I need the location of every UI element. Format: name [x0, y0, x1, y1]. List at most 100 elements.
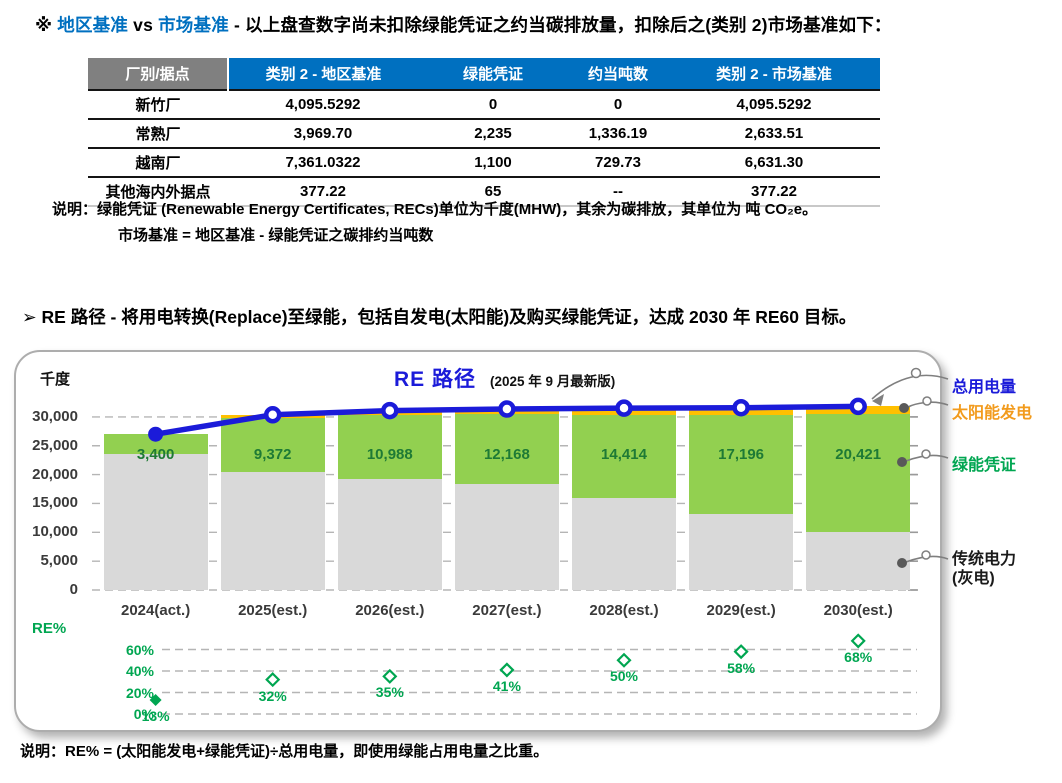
- table-row: 常熟厂 3,969.70 2,235 1,336.19 2,633.51: [88, 118, 880, 148]
- bar-value-label: 14,414: [601, 446, 647, 463]
- line-marker: [381, 401, 399, 420]
- y-axis-tick-label: 25,000: [32, 436, 78, 454]
- re-percent-marker: [616, 652, 632, 668]
- value-cell: 4,095.5292: [668, 89, 880, 119]
- category-label: 2030(est.): [823, 602, 893, 619]
- line-marker: [263, 406, 282, 424]
- title-term-region-baseline: 地区基准: [57, 15, 129, 35]
- col-header-site: 厂别/据点: [88, 58, 229, 90]
- y-axis-tick-label: 30,000: [32, 407, 78, 425]
- bar-segment-gray-power: [572, 497, 676, 590]
- line-marker: [148, 426, 164, 442]
- re-axis-tick-label: 20%: [125, 684, 154, 701]
- y-axis-unit-label: 千度: [40, 371, 71, 388]
- title-term-market-baseline: 市场基准: [158, 15, 229, 35]
- bar-segment-gray-power: [103, 453, 208, 590]
- re-percent-marker: [149, 694, 162, 707]
- re-percent-axis-title: RE%: [32, 620, 67, 637]
- title-rest: - 以上盘查数字尚未扣除绿能凭证之约当碳排放量，扣除后之(类别 2)市场基准如下…: [228, 15, 892, 35]
- bar-segment-gray-power: [220, 471, 325, 590]
- site-name-cell: 越南厂: [88, 147, 228, 177]
- re-percent-marker: [850, 633, 866, 649]
- table-row: 其他海内外据点 377.22 65 -- 377.22: [88, 176, 880, 207]
- table-header-row: 厂别/据点 类别 2 - 地区基准 绿能凭证 约当吨数 类别 2 - 市场基准: [88, 58, 880, 90]
- line-marker: [615, 399, 633, 417]
- value-cell: --: [568, 176, 668, 207]
- line-marker: [732, 398, 750, 417]
- page-title: ※ 地区基准 vs 市场基准 - 以上盘查数字尚未扣除绿能凭证之约当碳排放量，扣…: [35, 12, 892, 37]
- site-name-cell: 新竹厂: [88, 89, 228, 119]
- value-cell: 1,336.19: [568, 118, 668, 148]
- site-name-cell: 常熟厂: [88, 118, 228, 148]
- bar-segment-green-certs: [337, 415, 442, 479]
- title-vs: vs: [128, 15, 159, 35]
- col-header-market-baseline: 类别 2 - 市场基准: [668, 58, 880, 90]
- re-axis-tick-label: 40%: [125, 663, 154, 679]
- category-label: 2026(est.): [355, 602, 425, 619]
- y-axis-tick-label: 15,000: [32, 494, 78, 512]
- legend-traditional-power-line1: 传统电力: [952, 551, 1017, 568]
- value-cell: 0: [418, 89, 568, 119]
- category-label: 2024(act.): [120, 602, 191, 619]
- re-percent-value-label: 50%: [609, 668, 639, 685]
- legend-traditional-power: 传统电力 (灰电): [952, 550, 1016, 588]
- value-cell: 65: [418, 176, 568, 207]
- bar-value-label: 10,988: [366, 446, 413, 463]
- chart-note: 说明：RE% = (太阳能发电+绿能凭证)÷总用电量，即使用绿能占用电量之比重。: [20, 743, 549, 760]
- value-cell: 7,361.0322: [228, 147, 418, 177]
- bar-segment-green-certs: [689, 414, 794, 514]
- re-percent-value-label: 35%: [375, 684, 404, 701]
- baseline-table: 厂别/据点 类别 2 - 地区基准 绿能凭证 约当吨数 类别 2 - 市场基准 …: [88, 58, 880, 207]
- category-label: 2027(est.): [472, 602, 542, 619]
- value-cell: 6,631.30: [668, 147, 880, 177]
- col-header-recs: 绿能凭证: [418, 58, 568, 90]
- chart-subtitle: (2025 年 9 月最新版): [490, 374, 616, 389]
- bar-segment-gray-power: [689, 513, 794, 590]
- table-note-1: 说明：绿能凭证 (Renewable Energy Certificates, …: [52, 201, 818, 218]
- re-percent-value-label: 13%: [141, 708, 170, 725]
- bar-segment-green-certs: [454, 414, 559, 485]
- bar-segment-green-certs: [806, 413, 911, 532]
- re-percent-marker: [733, 644, 749, 660]
- col-header-region-baseline: 类别 2 - 地区基准: [228, 58, 418, 90]
- bar-value-label: 20,421: [835, 446, 882, 463]
- value-cell: 4,095.5292: [228, 89, 418, 119]
- line-marker: [498, 400, 516, 418]
- site-name-cell: 其他海内外据点: [88, 176, 228, 207]
- re-percent-marker: [499, 662, 515, 678]
- bar-value-label: 12,168: [483, 446, 530, 463]
- bar-value-label: 3,400: [136, 446, 175, 463]
- chart-title-group: RE 路径 (2025 年 9 月最新版): [394, 363, 615, 393]
- category-label: 2029(est.): [706, 602, 776, 619]
- value-cell: 0: [568, 89, 668, 119]
- table-note-2: 市场基准 = 地区基准 - 绿能凭证之碳排约当吨数: [118, 227, 434, 244]
- re-path-chart: 0 5,000 10,000 15,000 20,000 25,000 30,000 2024…: [0, 345, 1062, 755]
- bar-segment-green-certs: [220, 417, 325, 472]
- legend-solar-generation: 太阳能发电: [952, 405, 1033, 422]
- chart-title: RE 路径: [394, 368, 477, 391]
- bar-value-label: 17,196: [718, 446, 765, 463]
- category-label: 2028(est.): [589, 602, 659, 619]
- bar-segment-gray-power: [806, 531, 911, 590]
- bar-value-label: 9,372: [253, 446, 292, 463]
- col-header-equivalent-tons: 约当吨数: [568, 58, 668, 90]
- legend-green-certificates: 绿能凭证: [952, 457, 1017, 474]
- legend-traditional-power-line2: (灰电): [952, 570, 995, 587]
- chart-line-and-markers: [148, 397, 867, 707]
- y-axis-tick-label: 10,000: [32, 523, 78, 541]
- chart-panel: 0 5,000 10,000 15,000 20,000 25,000 30,000 2024…: [14, 350, 942, 732]
- value-cell: 729.73: [568, 147, 668, 177]
- re-axis-tick-label: 0%: [133, 706, 154, 722]
- value-cell: 2,235: [418, 118, 568, 148]
- category-label: 2025(est.): [238, 602, 308, 619]
- y-axis-tick-label: 20,000: [32, 465, 78, 483]
- title-marker: ※: [35, 15, 58, 35]
- value-cell: 377.22: [228, 176, 418, 207]
- re-percent-marker: [382, 668, 398, 684]
- y-axis-tick-label: 5,000: [40, 552, 78, 570]
- bar-segment-gray-power: [454, 484, 559, 590]
- bar-segment-gray-power: [337, 478, 442, 590]
- re-path-heading: ➢ RE 路径 - 将用电转换(Replace)至绿能，包括自发电(太阳能)及购…: [22, 307, 857, 327]
- y-axis-tick-label: 0: [69, 581, 78, 598]
- bar-segment-green-certs: [572, 414, 676, 498]
